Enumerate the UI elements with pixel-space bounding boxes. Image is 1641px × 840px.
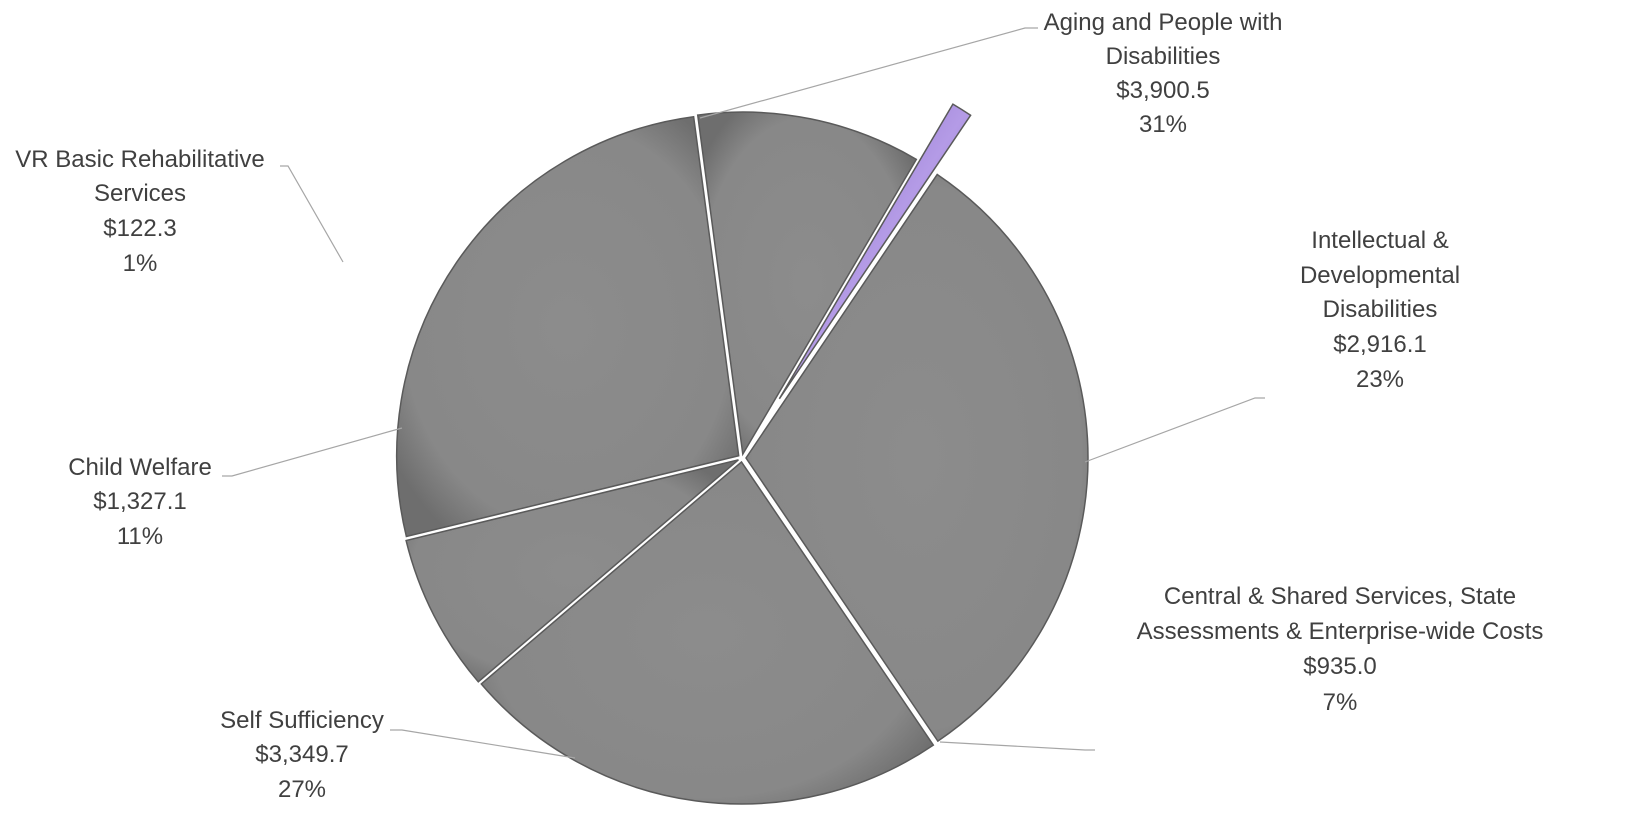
slice-label-percent: 23%	[1356, 366, 1404, 393]
slice-label-name: Aging and People with	[1044, 9, 1283, 36]
pie-slice	[778, 103, 972, 400]
leader-line	[390, 729, 576, 759]
pie-slice	[745, 173, 1089, 743]
slice-label-value: $2,916.1	[1333, 331, 1426, 358]
pie-slice	[396, 115, 740, 538]
pie-slice	[480, 460, 935, 805]
slice-label-name: Assessments & Enterprise-wide Costs	[1137, 618, 1544, 645]
leader-line	[1084, 397, 1265, 463]
slice-label-percent: 1%	[123, 250, 158, 277]
leader-line	[939, 741, 1095, 751]
pie-slices	[396, 103, 1089, 805]
slice-label-value: $1,327.1	[93, 488, 186, 515]
slice-label-name: Services	[94, 180, 186, 207]
slice-label-percent: 31%	[1139, 111, 1187, 138]
slice-label-name: Intellectual &	[1311, 227, 1448, 254]
slice-label-name: Central & Shared Services, State	[1164, 583, 1516, 610]
slice-label-value: $3,349.7	[255, 741, 348, 768]
slice-label-percent: 11%	[117, 523, 163, 550]
leader-line	[280, 165, 344, 263]
slice-label-value: $935.0	[1303, 653, 1376, 680]
leader-line	[699, 27, 1038, 119]
pie-slice	[405, 459, 739, 683]
slice-labels: Aging and People with Disabilities $3,900.…	[15, 9, 1543, 803]
slice-label-name: Disabilities	[1106, 43, 1221, 70]
slice-label-name: Disabilities	[1323, 296, 1438, 323]
slice-label-name: VR Basic Rehabilitative	[15, 146, 264, 173]
slice-label-name: Developmental	[1300, 262, 1460, 289]
slice-label-name: Child Welfare	[68, 454, 212, 481]
leader-lines	[222, 27, 1265, 759]
slice-label-percent: 27%	[278, 776, 326, 803]
slice-label-value: $122.3	[103, 215, 176, 242]
slice-label-name: Self Sufficiency	[220, 707, 384, 734]
slice-label-value: $3,900.5	[1116, 77, 1209, 104]
leader-line	[222, 427, 403, 477]
slice-label-percent: 7%	[1323, 689, 1358, 716]
